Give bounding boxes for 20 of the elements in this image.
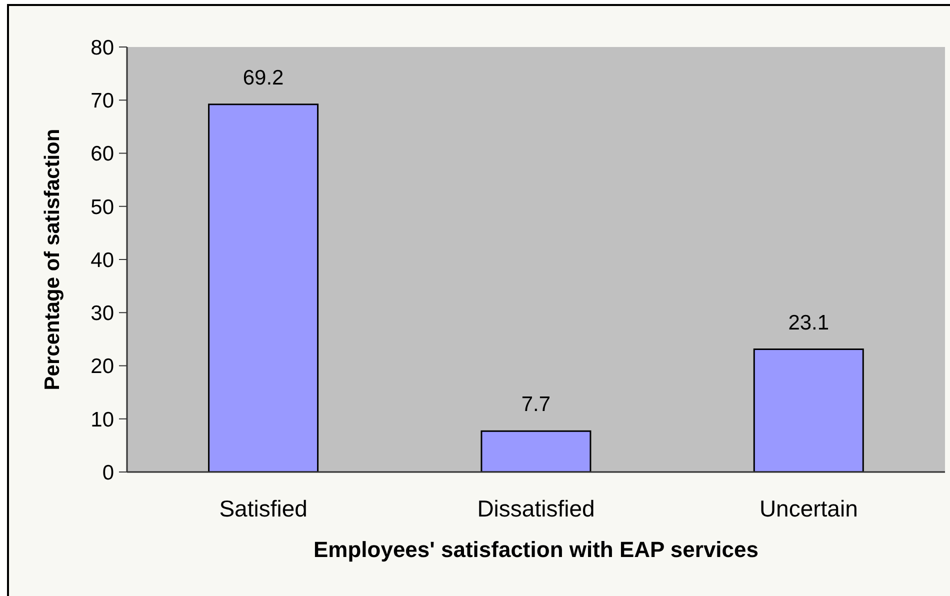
y-axis-title: Percentage of satisfaction	[40, 128, 64, 390]
data-label: 7.7	[521, 393, 551, 416]
x-tick-label: Uncertain	[759, 495, 858, 522]
x-axis-title: Employees' satisfaction with EAP services	[313, 536, 759, 562]
y-tick-label: 80	[90, 36, 114, 60]
y-tick-label: 30	[90, 302, 114, 326]
y-tick-label: 40	[90, 248, 114, 272]
bar	[753, 348, 864, 472]
y-tick-label: 70	[90, 90, 114, 113]
y-tick-label: 60	[90, 142, 114, 166]
bar	[208, 104, 319, 472]
bar	[480, 430, 592, 472]
data-label: 69.2	[242, 66, 284, 90]
data-label: 23.1	[788, 311, 830, 334]
y-tick-label: 50	[90, 196, 114, 219]
y-tick-label: 10	[90, 408, 114, 432]
x-tick-label: Dissatisfied	[477, 495, 595, 522]
y-tick-label: 0	[102, 461, 114, 484]
y-tick-label: 20	[90, 355, 114, 378]
x-tick-label: Satisfied	[219, 495, 308, 522]
